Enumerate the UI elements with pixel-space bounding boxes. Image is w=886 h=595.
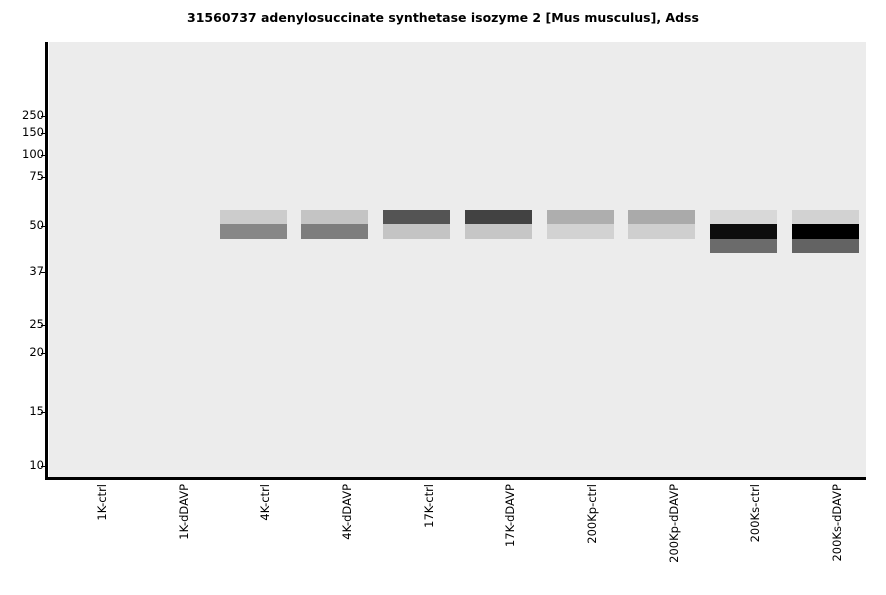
y-tick-mark: [41, 412, 46, 413]
gel-band: [383, 223, 451, 239]
x-tick-label: 17K-dDAVP: [503, 484, 518, 548]
gel-band: [791, 223, 859, 239]
y-tick-label: 100: [22, 147, 44, 161]
x-tick-label: 200Kp-ctrl: [585, 484, 600, 544]
gel-band: [791, 210, 859, 224]
x-tick-label: 4K-dDAVP: [339, 484, 354, 540]
gel-band: [546, 223, 614, 239]
y-tick-label: 150: [22, 125, 44, 139]
y-tick-mark: [41, 272, 46, 273]
y-axis-tick-labels: 250 150 100 75 50 37 25 20 15 10: [0, 0, 46, 595]
gel-band: [709, 223, 777, 239]
gel-band: [628, 210, 696, 224]
y-tick-label: 20: [29, 345, 44, 359]
x-axis-spine: [45, 477, 866, 480]
y-tick-mark: [41, 116, 46, 117]
gel-band: [464, 223, 532, 239]
gel-lane: [383, 42, 451, 477]
gel-band: [301, 223, 369, 239]
gel-band: [383, 210, 451, 224]
y-axis-spine: [45, 42, 48, 478]
x-tick-label: 4K-ctrl: [258, 484, 273, 521]
gel-lane: [791, 42, 859, 477]
x-tick-label: 1K-dDAVP: [176, 484, 191, 540]
page-title: 31560737 adenylosuccinate synthetase iso…: [187, 10, 699, 25]
y-tick-mark: [41, 325, 46, 326]
y-tick-label: 15: [29, 404, 44, 418]
gel-lane: [546, 42, 614, 477]
x-tick-label: 200Ks-dDAVP: [830, 484, 845, 562]
gel-lane: [628, 42, 696, 477]
y-tick-mark: [41, 466, 46, 467]
y-tick-label: 50: [29, 218, 44, 232]
gel-band: [546, 210, 614, 224]
gel-band: [628, 223, 696, 239]
gel-band: [709, 210, 777, 224]
x-tick-label: 17K-ctrl: [421, 484, 436, 528]
gel-band: [709, 238, 777, 253]
x-tick-label: 200Ks-ctrl: [748, 484, 763, 543]
y-tick-mark: [41, 353, 46, 354]
y-tick-label: 10: [29, 458, 44, 472]
gel-band: [301, 210, 369, 224]
gel-band: [464, 210, 532, 224]
y-tick-label: 37: [29, 264, 44, 278]
y-tick-label: 25: [29, 317, 44, 331]
gel-lane: [709, 42, 777, 477]
y-tick-mark: [41, 177, 46, 178]
gel-lane: [301, 42, 369, 477]
y-tick-label: 250: [22, 108, 44, 122]
x-tick-label: 1K-ctrl: [94, 484, 109, 521]
y-tick-mark: [41, 133, 46, 134]
gel-band: [219, 210, 287, 224]
x-tick-label: 200Kp-dDAVP: [666, 484, 681, 563]
y-tick-mark: [41, 226, 46, 227]
plot-area: [49, 42, 866, 477]
gel-lane: [219, 42, 287, 477]
gel-band: [791, 238, 859, 253]
y-tick-mark: [41, 155, 46, 156]
gel-band: [219, 223, 287, 239]
y-tick-label: 75: [29, 169, 44, 183]
gel-lane: [464, 42, 532, 477]
